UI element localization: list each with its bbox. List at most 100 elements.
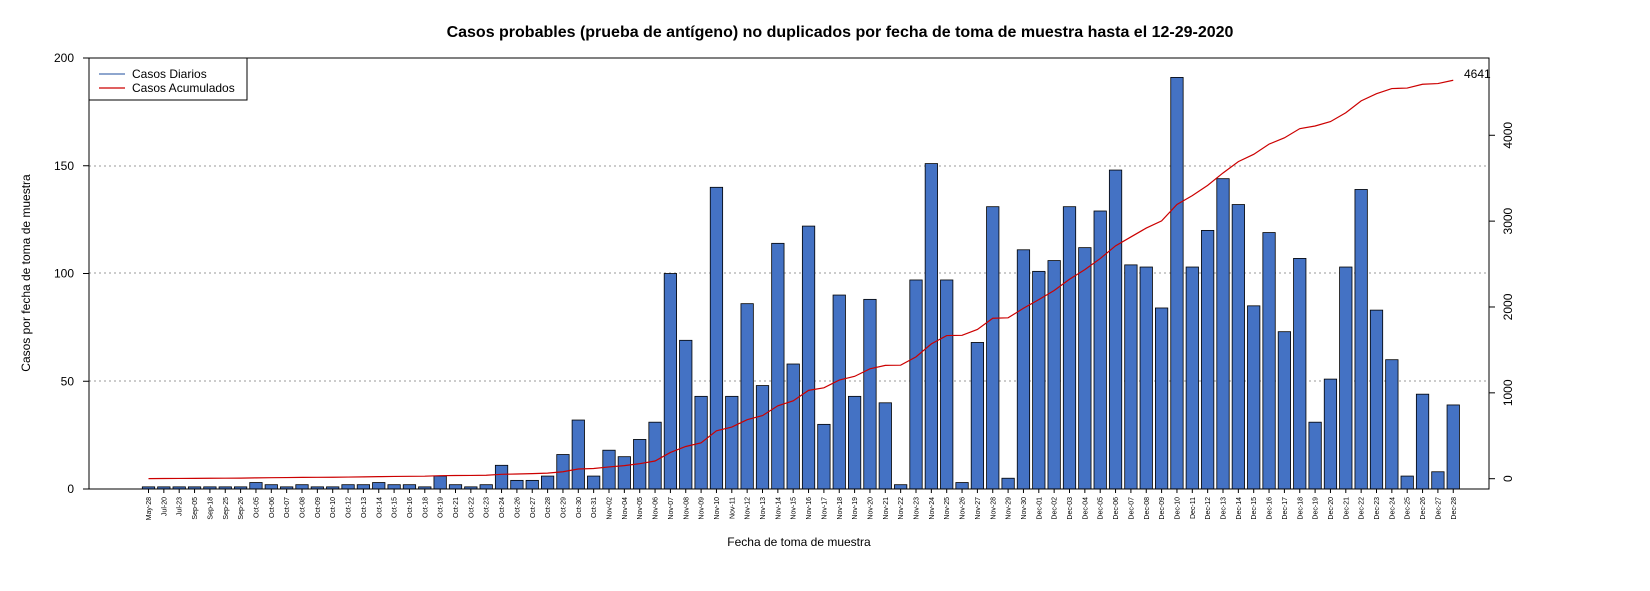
bar	[249, 482, 263, 490]
x-tick-label: Nov-12	[745, 497, 752, 520]
legend: Casos Diarios Casos Acumulados	[88, 57, 248, 101]
x-tick-label: Dec-10	[1174, 497, 1181, 520]
x-tick-label: Nov-18	[837, 497, 844, 520]
bar	[1062, 206, 1077, 490]
bar	[1016, 249, 1031, 490]
bar	[924, 163, 938, 490]
y-axis-left: 0 50 100 150 200	[54, 51, 89, 496]
bar	[1170, 77, 1184, 490]
bar	[617, 456, 631, 490]
x-tick-label: Dec-24	[1389, 497, 1396, 520]
bar	[970, 342, 985, 490]
bar	[848, 395, 862, 490]
x-tick-label: Nov-04	[622, 497, 629, 520]
legend-box	[88, 57, 248, 101]
bar	[817, 423, 831, 490]
bar	[1185, 266, 1199, 490]
x-tick-label: Dec-09	[1159, 497, 1166, 520]
y2-tick-label: 0	[1501, 475, 1515, 482]
x-tick-label: Oct-15	[392, 497, 399, 518]
x-tick-label: Oct-23	[484, 497, 491, 518]
x-tick-label: Dec-11	[1190, 497, 1197, 519]
x-tick-label: Nov-22	[898, 497, 905, 520]
x-tick-label: Nov-11	[729, 497, 736, 519]
x-tick-label: Oct-16	[407, 497, 414, 518]
cumulative-line	[148, 79, 1454, 480]
bar	[448, 484, 463, 490]
x-tick-label: Jul-20	[161, 497, 168, 516]
y-axis-right: 0 1000 2000 3000 4000	[1489, 122, 1515, 482]
bar	[1262, 232, 1276, 490]
x-tick-label: Nov-15	[791, 497, 798, 520]
x-tick-label: Nov-28	[990, 497, 997, 520]
x-tick-label: Dec-20	[1328, 497, 1335, 520]
x-tick-label: Dec-27	[1435, 497, 1442, 520]
x-tick-label: Sep-25	[223, 497, 230, 520]
x-axis: May-28 Jul-20 Jul-23 Sep-05 Sep-18 Sep-25 Sep-…	[146, 489, 1458, 520]
x-tick-label: Dec-02	[1052, 497, 1059, 520]
bar	[387, 484, 401, 490]
x-tick-label: Oct-08	[300, 497, 307, 518]
x-tick-label: Nov-30	[1021, 497, 1028, 520]
bar	[1078, 247, 1092, 490]
bar	[356, 484, 371, 490]
x-tick-label: Nov-10	[714, 497, 721, 520]
x-tick-label: Oct-22	[468, 497, 475, 518]
bar	[1216, 178, 1230, 490]
y-tick-label: 50	[61, 374, 75, 388]
x-tick-label: Dec-05	[1098, 497, 1105, 520]
x-tick-label: Nov-24	[929, 497, 936, 520]
bar	[525, 479, 539, 490]
bar	[863, 298, 877, 490]
bar	[1001, 477, 1015, 490]
bar	[801, 225, 816, 490]
bar	[1293, 258, 1307, 490]
x-tick-label: Oct-18	[422, 497, 429, 518]
bar	[878, 402, 892, 490]
x-tick-label: Oct-26	[514, 497, 521, 518]
bar	[725, 395, 739, 490]
x-tick-label: Dec-23	[1374, 497, 1381, 520]
bar	[402, 484, 417, 490]
bar	[1446, 404, 1460, 490]
x-tick-label: Dec-26	[1420, 497, 1427, 520]
x-tick-label: Nov-14	[775, 497, 782, 520]
bar	[786, 363, 800, 490]
x-tick-label: Oct-09	[315, 497, 322, 518]
x-tick-label: Oct-05	[253, 497, 260, 518]
x-tick-label: Dec-15	[1251, 497, 1258, 520]
x-tick-label: Oct-07	[284, 497, 291, 518]
bar	[1369, 309, 1384, 490]
x-tick-label: Dec-13	[1221, 497, 1228, 520]
bar	[1415, 393, 1430, 490]
bar	[510, 479, 524, 490]
bar	[1400, 475, 1414, 490]
x-tick-label: Sep-26	[238, 497, 245, 520]
legend-cumulative-label: Casos Acumulados	[132, 81, 235, 95]
x-tick-label: Nov-07	[668, 497, 675, 520]
bar	[1247, 305, 1261, 490]
y-tick-label: 150	[54, 159, 74, 173]
y2-tick-label: 1000	[1501, 379, 1515, 406]
x-tick-label: Dec-17	[1282, 497, 1289, 520]
bar	[264, 484, 278, 490]
x-tick-label: Nov-25	[944, 497, 951, 520]
x-tick-label: Dec-18	[1297, 497, 1304, 520]
x-tick-label: Nov-26	[960, 497, 967, 520]
x-tick-label: Oct-28	[545, 497, 552, 518]
x-tick-label: Nov-08	[683, 497, 690, 520]
x-tick-label: Dec-12	[1205, 497, 1212, 520]
bars-group	[141, 77, 1460, 490]
bar	[494, 464, 509, 490]
x-tick-label: Nov-16	[806, 497, 813, 520]
y-tick-label: 0	[67, 482, 74, 496]
y2-tick-label: 4000	[1501, 122, 1515, 149]
x-tick-label: Nov-29	[1006, 497, 1013, 520]
x-tick-label: Oct-14	[376, 497, 383, 518]
x-tick-label: Dec-07	[1128, 497, 1135, 520]
bar	[832, 294, 846, 490]
bar	[955, 482, 969, 490]
x-tick-label: Oct-19	[438, 497, 445, 518]
bar	[341, 484, 355, 490]
